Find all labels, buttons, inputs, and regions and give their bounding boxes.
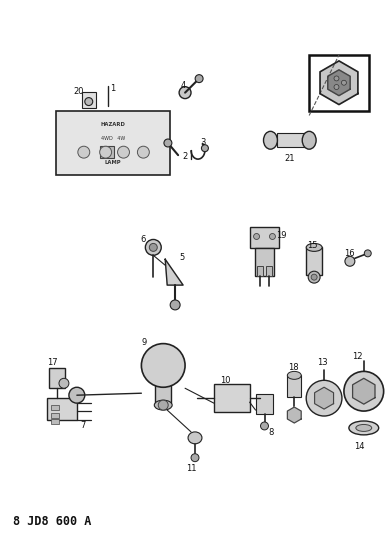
Circle shape: [69, 387, 85, 403]
Text: 16: 16: [345, 249, 355, 259]
Circle shape: [59, 378, 69, 388]
Bar: [214, 384, 250, 412]
Text: 7: 7: [80, 421, 85, 430]
Bar: [255, 394, 273, 414]
Circle shape: [254, 233, 259, 239]
Text: 13: 13: [317, 359, 327, 367]
Circle shape: [334, 85, 339, 90]
Text: 8: 8: [268, 428, 274, 437]
Text: 11: 11: [186, 464, 196, 473]
Text: LAMP: LAMP: [105, 160, 121, 165]
Bar: [100, 146, 113, 158]
Text: 10: 10: [220, 376, 231, 385]
Text: 4WD   4W: 4WD 4W: [101, 136, 125, 141]
Circle shape: [117, 146, 129, 158]
Circle shape: [100, 146, 112, 158]
Polygon shape: [165, 259, 183, 285]
Text: 15: 15: [307, 241, 317, 251]
Text: HAZARD: HAZARD: [101, 123, 126, 127]
Bar: [257, 266, 262, 276]
Circle shape: [364, 250, 371, 257]
Ellipse shape: [154, 400, 172, 410]
Ellipse shape: [356, 424, 372, 431]
Circle shape: [145, 239, 161, 255]
Circle shape: [342, 80, 346, 85]
Bar: [49, 368, 65, 388]
Polygon shape: [315, 387, 333, 409]
Ellipse shape: [287, 372, 301, 379]
Circle shape: [78, 146, 90, 158]
Bar: [51, 413, 59, 418]
Circle shape: [269, 233, 275, 239]
Text: 3: 3: [200, 138, 206, 147]
Ellipse shape: [302, 131, 316, 149]
Ellipse shape: [349, 421, 379, 435]
Text: 19: 19: [277, 231, 287, 239]
Text: 5: 5: [179, 253, 184, 262]
Text: 2: 2: [182, 152, 187, 161]
Circle shape: [344, 372, 384, 411]
Bar: [51, 419, 59, 424]
Circle shape: [85, 98, 93, 106]
Bar: [277, 133, 307, 147]
Circle shape: [311, 274, 317, 280]
Bar: [255, 248, 275, 276]
Text: 21: 21: [284, 154, 294, 163]
Bar: [47, 398, 77, 420]
Circle shape: [195, 75, 203, 83]
Circle shape: [202, 145, 208, 152]
Text: 1: 1: [110, 84, 115, 93]
Circle shape: [345, 256, 355, 266]
Bar: [309, 55, 369, 110]
Text: 8 JD8 600 A: 8 JD8 600 A: [13, 515, 91, 528]
Bar: [287, 375, 301, 397]
Bar: [306, 247, 322, 275]
Bar: [266, 266, 273, 276]
Polygon shape: [328, 70, 350, 95]
Text: 4: 4: [181, 80, 186, 90]
Circle shape: [308, 271, 320, 283]
Polygon shape: [353, 378, 375, 404]
Text: 20: 20: [74, 87, 84, 96]
Ellipse shape: [142, 344, 185, 387]
Bar: [56, 110, 170, 175]
Circle shape: [149, 244, 157, 252]
Text: 14: 14: [355, 442, 365, 451]
Circle shape: [334, 76, 339, 81]
Circle shape: [306, 381, 342, 416]
Text: 17: 17: [47, 359, 58, 367]
Circle shape: [191, 454, 199, 462]
Text: 18: 18: [288, 364, 299, 373]
Text: 9: 9: [142, 338, 147, 346]
Circle shape: [137, 146, 149, 158]
Ellipse shape: [188, 432, 202, 444]
Polygon shape: [287, 407, 301, 423]
Bar: [155, 379, 171, 403]
Text: 6: 6: [141, 236, 146, 245]
Circle shape: [158, 400, 168, 410]
Circle shape: [261, 422, 268, 430]
Ellipse shape: [264, 131, 277, 149]
Bar: [51, 405, 59, 410]
Circle shape: [164, 139, 172, 147]
Polygon shape: [320, 61, 358, 104]
Bar: [250, 227, 279, 248]
Bar: [82, 92, 96, 108]
Circle shape: [179, 87, 191, 99]
Text: 12: 12: [353, 352, 363, 360]
Circle shape: [170, 300, 180, 310]
Ellipse shape: [306, 244, 322, 252]
